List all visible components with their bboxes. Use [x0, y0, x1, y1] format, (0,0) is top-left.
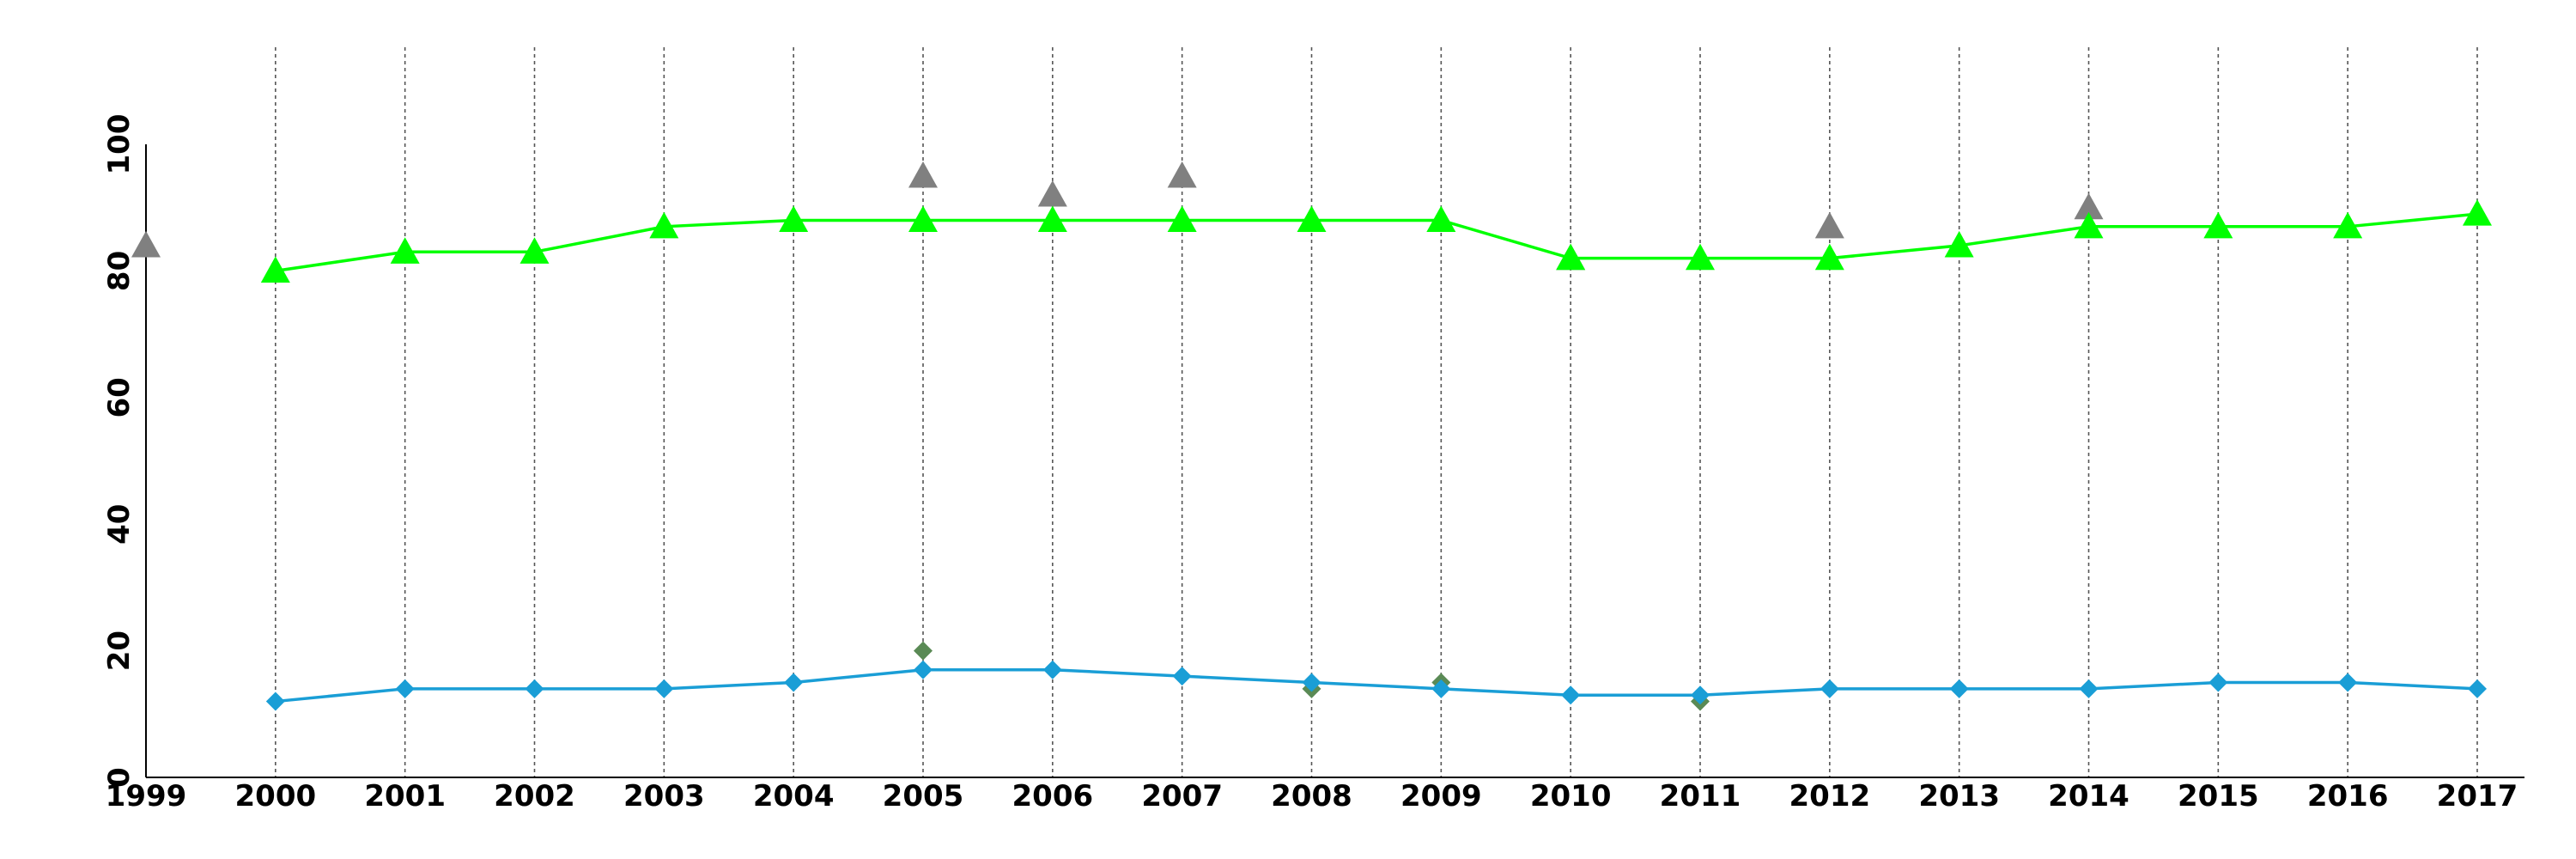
x-tick-label-2005: 2005	[883, 779, 964, 813]
x-tick-label-2008: 2008	[1271, 779, 1352, 813]
lower-line-point-2011	[1691, 685, 1710, 705]
upper-line-point-2014	[2074, 211, 2104, 239]
x-tick-label-1999: 1999	[106, 779, 187, 813]
lower-line-point-2015	[2208, 673, 2228, 692]
upper-line-point-2016	[2333, 211, 2363, 239]
upper-line-point-2009	[1426, 205, 1456, 233]
x-tick-label-2010: 2010	[1530, 779, 1612, 813]
upper-line-point-2005	[908, 205, 938, 233]
y-tick-label-0: 0	[102, 767, 137, 788]
lower-line-point-2004	[784, 673, 804, 692]
lower-line-point-2007	[1172, 667, 1192, 686]
x-tick-label-2004: 2004	[753, 779, 835, 813]
x-tick-label-2002: 2002	[494, 779, 575, 813]
series-layer	[131, 161, 2492, 711]
x-tick-label-2006: 2006	[1012, 779, 1094, 813]
x-tick-label-2009: 2009	[1400, 779, 1482, 813]
lower-line-point-2008	[1302, 673, 1321, 692]
x-tick-label-2007: 2007	[1141, 779, 1223, 813]
lower-line-point-2010	[1561, 685, 1581, 705]
x-tick-label-2013: 2013	[1918, 779, 2000, 813]
y-tick-label-60: 60	[102, 377, 137, 417]
lower-line-point-2016	[2338, 673, 2358, 692]
upper-line-point-2008	[1297, 205, 1327, 233]
x-tick-label-2012: 2012	[1789, 779, 1871, 813]
upper-line-point-2010	[1556, 243, 1586, 271]
lower-line-point-2009	[1431, 679, 1451, 698]
y-tick-label-100: 100	[102, 114, 137, 175]
lower-reference-point-2005	[914, 641, 933, 661]
upper-line-point-2004	[779, 205, 809, 233]
upper-line-point-2017	[2463, 199, 2492, 226]
upper-line-point-2011	[1686, 243, 1715, 271]
y-tick-label-40: 40	[102, 504, 137, 545]
lower-line-point-2001	[395, 679, 415, 698]
upper-line-point-2015	[2203, 211, 2233, 239]
grid-layer	[275, 47, 2478, 777]
upper-line-point-2001	[390, 237, 420, 264]
upper-line-point-2006	[1037, 205, 1067, 233]
lower-line-point-2013	[1949, 679, 1969, 698]
upper-line-point-2013	[1944, 230, 1974, 258]
x-tick-label-2014: 2014	[2048, 779, 2129, 813]
upper-line-path	[275, 212, 2478, 273]
upper-line-point-2007	[1167, 205, 1197, 233]
upper-reference-point-2006	[1037, 180, 1067, 207]
x-tick-label-2003: 2003	[623, 779, 705, 813]
upper-reference-point-2007	[1167, 161, 1197, 188]
upper-line-point-2002	[519, 237, 550, 264]
upper-reference-point-1999	[131, 230, 161, 258]
lower-line-point-2002	[525, 679, 544, 698]
x-tick-label-2011: 2011	[1660, 779, 1741, 813]
x-tick-label-2015: 2015	[2178, 779, 2259, 813]
lower-line-point-2003	[654, 679, 674, 698]
lower-line-point-2014	[2079, 679, 2099, 698]
x-tick-label-2017: 2017	[2437, 779, 2518, 813]
upper-line-point-2012	[1814, 243, 1844, 271]
y-tick-label-80: 80	[102, 251, 137, 291]
y-tick-label-20: 20	[102, 631, 137, 671]
lower-line-path	[275, 667, 2478, 704]
x-tick-label-2001: 2001	[364, 779, 446, 813]
lower-line-point-2017	[2468, 679, 2487, 698]
upper-reference-point-2012	[1814, 211, 1844, 239]
x-tick-label-2016: 2016	[2307, 779, 2389, 813]
lower-line-point-2006	[1042, 660, 1062, 679]
lower-line-point-2012	[1820, 679, 1839, 698]
x-tick-label-2000: 2000	[235, 779, 317, 813]
label-layer: 1999 2000 2001 2002 2003 2004 2005 2006 2007 2008…	[102, 114, 2518, 813]
upper-reference-point-2005	[908, 161, 938, 188]
lower-line-point-2000	[265, 691, 285, 711]
upper-line-point-2003	[649, 211, 679, 239]
upper-reference-point-2014	[2074, 192, 2104, 220]
upper-line-point-2000	[260, 256, 290, 283]
lower-line-point-2005	[914, 660, 933, 679]
